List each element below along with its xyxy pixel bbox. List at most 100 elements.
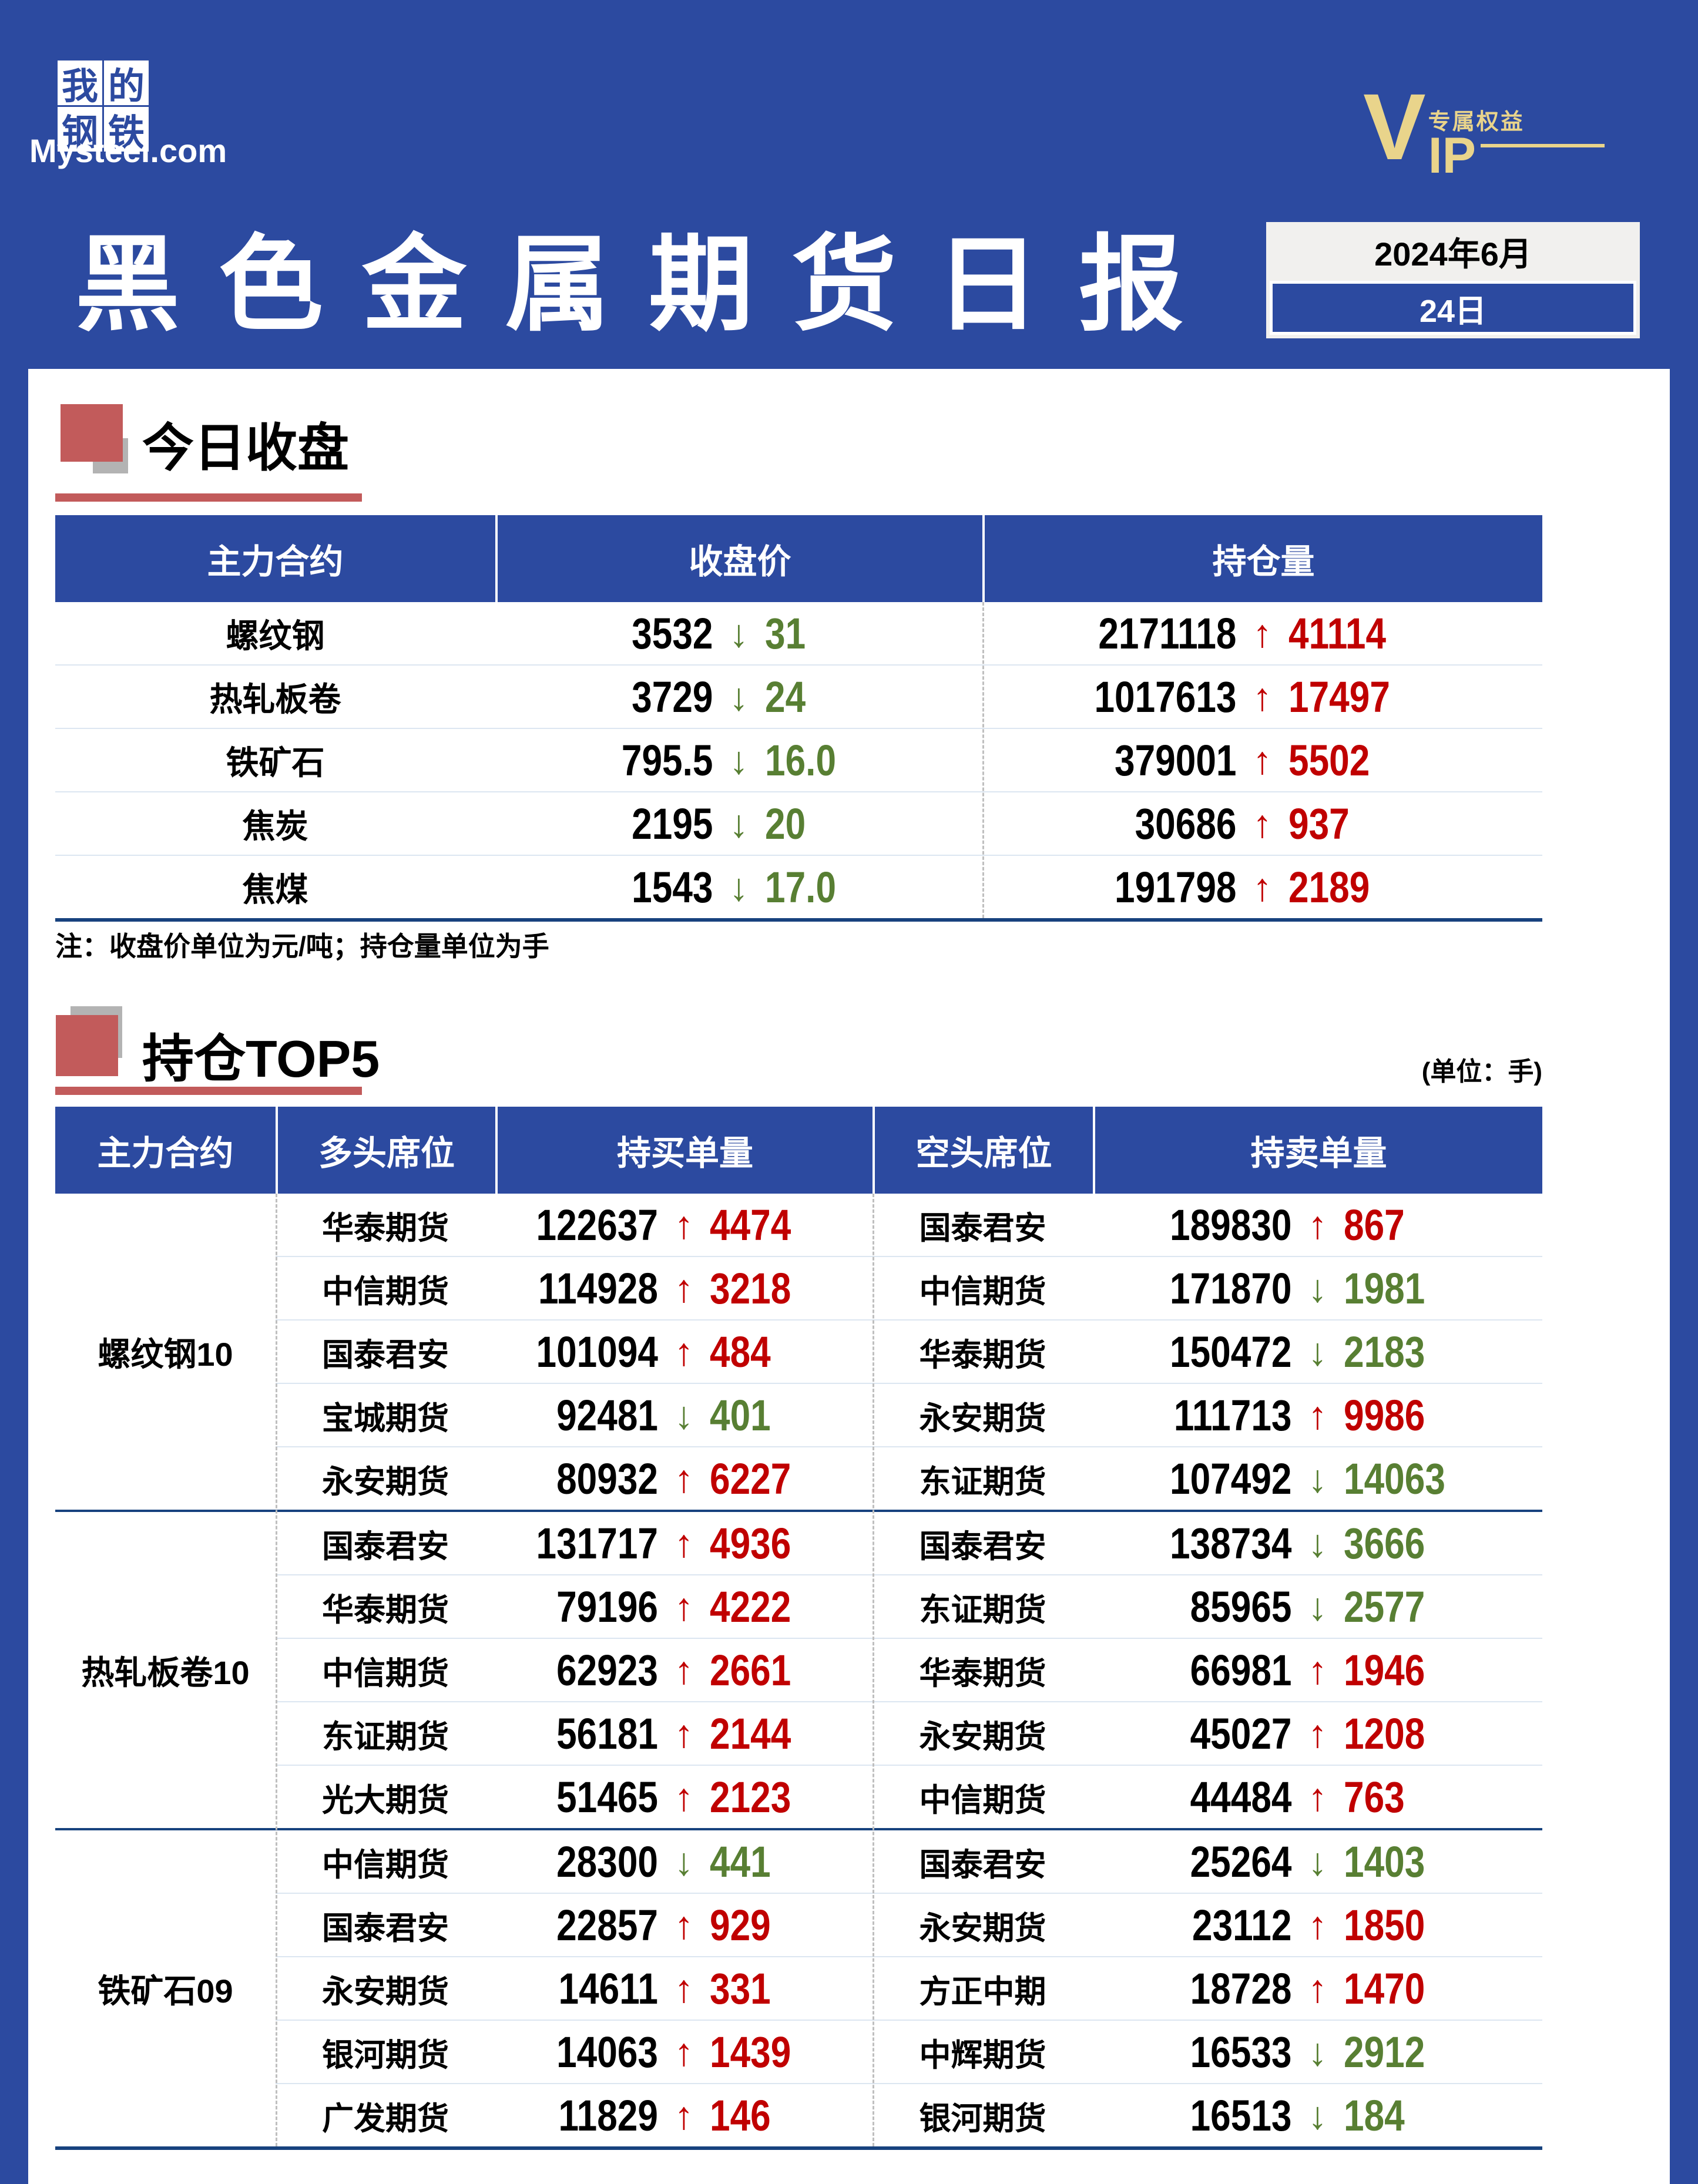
close-price-cell: 1543 17.0 — [495, 862, 982, 912]
trend-arrow-icon — [1295, 2032, 1341, 2071]
trend-arrow-icon — [661, 1459, 707, 1498]
long-seat: 东证期货 — [322, 1719, 449, 1755]
column-header: 主力合约 — [55, 1107, 276, 1194]
buy-volume: 11829 — [558, 2091, 658, 2140]
short-seat: 永安期货 — [919, 1719, 1046, 1755]
section-title-close: 今日收盘 — [142, 419, 350, 477]
column-header: 持仓量 — [982, 515, 1542, 602]
trend-arrow-icon — [661, 1396, 707, 1434]
sell-change: 14063 — [1343, 1454, 1445, 1503]
trend-arrow-icon — [661, 1969, 707, 2008]
trend-arrow-icon — [1295, 1906, 1341, 1944]
long-seat: 永安期货 — [322, 1974, 449, 2010]
buy-volume-cell: 62923 2661 — [495, 1645, 873, 1695]
table-row: 热轧板卷 3729 24 1017613 17497 — [55, 666, 1542, 729]
sell-volume-cell: 138734 3666 — [1093, 1518, 1542, 1568]
close-price: 3532 — [632, 609, 713, 658]
close-change: 20 — [764, 799, 806, 848]
column-header: 空头席位 — [873, 1107, 1093, 1194]
long-seat: 中信期货 — [322, 1847, 449, 1883]
mysteel-logo: 我 的 钢 铁 — [58, 61, 149, 153]
table-row: 焦煤 1543 17.0 191798 2189 — [55, 856, 1542, 918]
buy-volume-cell: 92481 401 — [495, 1390, 873, 1440]
table-bottom-border — [55, 2146, 1542, 2150]
buy-volume-cell: 14611 331 — [495, 1964, 873, 2014]
open-interest-change: 41114 — [1288, 609, 1386, 658]
trend-arrow-icon — [1295, 2096, 1341, 2135]
close-price: 2195 — [632, 799, 713, 848]
long-seat: 中信期货 — [322, 1655, 449, 1691]
contract-block: 铁矿石09 中信期货 28300 441 国泰君安 25264 — [55, 1830, 1542, 2146]
sell-volume-cell: 111713 9986 — [1093, 1390, 1542, 1440]
column-header: 多头席位 — [276, 1107, 495, 1194]
long-seat: 中信期货 — [322, 1274, 449, 1309]
sell-change: 1470 — [1343, 1964, 1425, 2013]
column-header: 收盘价 — [495, 515, 982, 602]
sell-volume-cell: 107492 14063 — [1093, 1454, 1542, 1504]
sell-change: 1403 — [1343, 1837, 1425, 1886]
table-row: 中信期货 114928 3218 中信期货 171870 1981 — [276, 1257, 1542, 1321]
trend-arrow-icon — [661, 2032, 707, 2071]
sell-volume-cell: 45027 1208 — [1093, 1709, 1542, 1759]
open-interest-cell: 191798 2189 — [982, 862, 1542, 912]
top5-table-body: 螺纹钢10 华泰期货 122637 4474 国泰君安 189830 — [55, 1194, 1542, 2146]
open-interest-cell: 1017613 17497 — [982, 672, 1542, 722]
sell-change: 2577 — [1343, 1582, 1425, 1631]
sell-volume-cell: 85965 2577 — [1093, 1582, 1542, 1632]
buy-change: 2144 — [710, 1709, 791, 1758]
close-change: 24 — [764, 672, 806, 721]
table-row: 国泰君安 101094 484 华泰期货 150472 2183 — [276, 1321, 1542, 1384]
buy-volume-cell: 51465 2123 — [495, 1772, 873, 1822]
logo-tile: 的 — [104, 61, 149, 107]
trend-arrow-icon — [1295, 1969, 1341, 2008]
table-row: 广发期货 11829 146 银河期货 16513 184 — [276, 2084, 1542, 2146]
buy-volume-cell: 28300 441 — [495, 1837, 873, 1887]
trend-arrow-icon — [661, 1651, 707, 1689]
trend-arrow-icon — [661, 1714, 707, 1753]
buy-volume-cell: 14063 1439 — [495, 2027, 873, 2077]
buy-volume-cell: 131717 4936 — [495, 1518, 873, 1568]
long-seat: 国泰君安 — [322, 1337, 449, 1373]
sell-volume: 107492 — [1170, 1454, 1292, 1503]
buy-volume: 22857 — [556, 1900, 658, 1950]
buy-change: 929 — [710, 1900, 771, 1950]
close-table: 主力合约 收盘价 持仓量 螺纹钢 3532 31 2171118 41114 — [55, 515, 1542, 922]
sell-volume-cell: 16533 2912 — [1093, 2027, 1542, 2077]
table-row: 永安期货 14611 331 方正中期 18728 1470 — [276, 1957, 1542, 2021]
open-interest-change: 5502 — [1288, 735, 1370, 785]
section-marker — [56, 1015, 118, 1076]
column-divider — [276, 1194, 277, 2146]
trend-arrow-icon — [716, 741, 762, 779]
block-separator — [55, 1828, 1542, 1830]
column-header: 主力合约 — [55, 515, 495, 602]
long-seat: 永安期货 — [322, 1464, 449, 1500]
buy-volume-cell: 122637 4474 — [495, 1200, 873, 1250]
short-seat: 国泰君安 — [919, 1528, 1046, 1564]
section-title-top5: 持仓TOP5 — [142, 1030, 380, 1088]
short-seat: 中信期货 — [919, 1274, 1046, 1309]
short-seat: 银河期货 — [919, 2101, 1046, 2136]
sell-volume: 16533 — [1190, 2027, 1292, 2077]
table-row: 华泰期货 79196 4222 东证期货 85965 2577 — [276, 1575, 1542, 1639]
sell-change: 2912 — [1343, 2027, 1425, 2077]
buy-change: 2661 — [710, 1645, 791, 1695]
open-interest-change: 937 — [1288, 799, 1350, 848]
open-interest: 30686 — [1135, 799, 1237, 848]
footnote: 注：收盘价单位为元/吨；持仓量单位为手 — [55, 931, 549, 962]
sell-volume-cell: 66981 1946 — [1093, 1645, 1542, 1695]
open-interest-cell: 379001 5502 — [982, 735, 1542, 785]
sell-volume: 171870 — [1170, 1264, 1292, 1313]
trend-arrow-icon — [1295, 1651, 1341, 1689]
trend-arrow-icon — [1295, 1205, 1341, 1244]
trend-arrow-icon — [716, 804, 762, 843]
buy-change: 4936 — [710, 1518, 791, 1568]
close-price-cell: 3532 31 — [495, 609, 982, 658]
short-seat: 中辉期货 — [919, 2037, 1046, 2073]
buy-change: 484 — [710, 1327, 771, 1376]
trend-arrow-icon — [1240, 614, 1286, 653]
vip-rule-line — [1480, 144, 1605, 147]
buy-volume-cell: 80932 6227 — [495, 1454, 873, 1504]
short-seat: 华泰期货 — [919, 1655, 1046, 1691]
long-seat: 光大期货 — [322, 1782, 449, 1818]
vip-v-letter: V — [1363, 74, 1426, 179]
